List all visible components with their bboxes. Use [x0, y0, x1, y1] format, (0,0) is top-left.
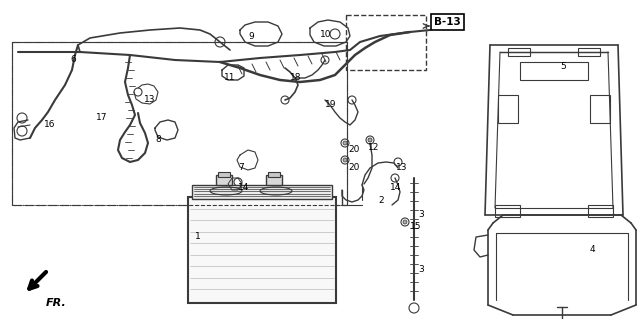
Circle shape [343, 158, 347, 162]
Bar [498, 95, 518, 123]
Text: 14: 14 [238, 183, 250, 192]
Ellipse shape [210, 187, 242, 195]
Text: 3: 3 [418, 265, 424, 274]
Text: 2: 2 [378, 196, 383, 205]
Text: 7: 7 [238, 163, 244, 172]
Bar [508, 48, 530, 56]
Text: 20: 20 [348, 145, 360, 154]
Bar [495, 205, 520, 217]
Text: 8: 8 [155, 135, 161, 144]
Text: 18: 18 [290, 73, 301, 82]
Text: 17: 17 [96, 113, 108, 122]
Bar [578, 48, 600, 56]
Bar [218, 172, 230, 177]
Bar [588, 205, 613, 217]
Ellipse shape [260, 187, 292, 195]
Bar [520, 62, 588, 80]
Text: 12: 12 [368, 143, 380, 152]
Text: 16: 16 [44, 120, 56, 129]
Text: 1: 1 [195, 232, 201, 241]
Text: 13: 13 [144, 95, 156, 104]
Text: 19: 19 [325, 100, 337, 109]
Circle shape [343, 141, 347, 145]
Text: B-13: B-13 [434, 17, 461, 27]
Bar [216, 175, 232, 185]
Text: 13: 13 [396, 163, 408, 172]
Text: FR.: FR. [46, 298, 67, 308]
Text: 14: 14 [390, 183, 401, 192]
Bar [268, 172, 280, 177]
Bar [590, 95, 610, 123]
Text: 11: 11 [224, 73, 236, 82]
Bar [266, 175, 282, 185]
Circle shape [368, 138, 372, 142]
Text: 20: 20 [348, 163, 360, 172]
Text: 3: 3 [418, 210, 424, 219]
Text: 10: 10 [320, 30, 332, 39]
Text: 9: 9 [248, 32, 253, 41]
Bar [12, 42, 347, 205]
Text: 6: 6 [70, 55, 76, 64]
Text: 4: 4 [590, 245, 596, 254]
Text: 5: 5 [560, 62, 566, 71]
Text: 15: 15 [410, 222, 422, 231]
Bar [188, 197, 336, 303]
Bar [192, 185, 332, 199]
Circle shape [403, 220, 407, 224]
Bar [346, 15, 426, 70]
